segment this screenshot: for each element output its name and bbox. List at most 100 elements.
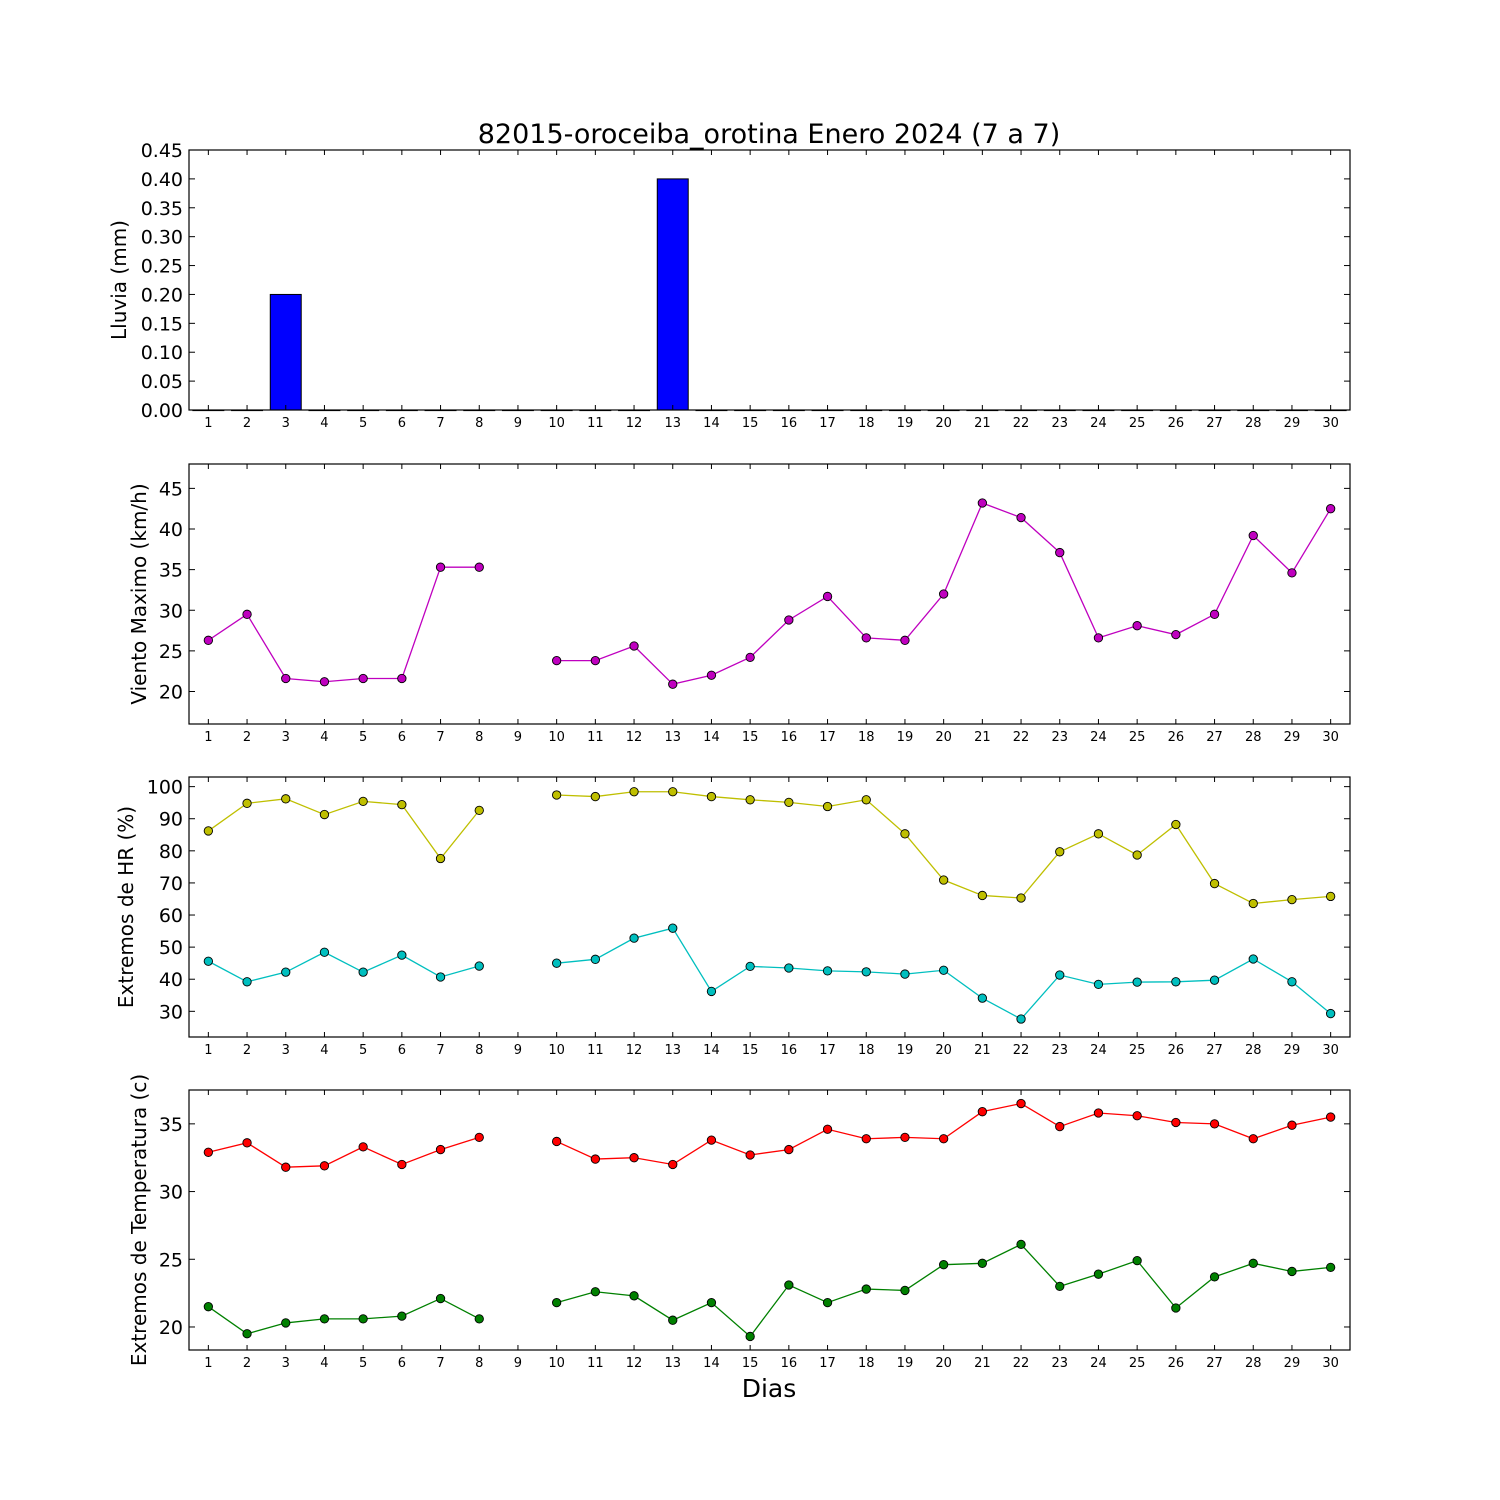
point-day-11 bbox=[590, 954, 600, 964]
x-tick-label: 23 bbox=[1051, 416, 1068, 431]
x-tick-label: 3 bbox=[282, 730, 290, 745]
point-day-26 bbox=[1171, 629, 1181, 640]
y-tick-label: 0.10 bbox=[141, 342, 183, 364]
point-day-15 bbox=[745, 1150, 755, 1160]
point-day-7 bbox=[435, 562, 446, 572]
y-axis-label: Lluvia (mm) bbox=[107, 220, 131, 340]
x-tick-label: 16 bbox=[781, 1356, 798, 1371]
point-day-19 bbox=[900, 1132, 910, 1143]
y-tick-label: 0.40 bbox=[141, 169, 183, 191]
x-tick-label: 18 bbox=[858, 730, 875, 745]
plot-area bbox=[189, 150, 1350, 410]
x-tick-label: 4 bbox=[320, 416, 328, 431]
point-day-1 bbox=[203, 1147, 214, 1157]
x-tick-label: 7 bbox=[436, 416, 444, 431]
x-tick-label: 3 bbox=[282, 1356, 290, 1371]
point-day-15 bbox=[745, 652, 755, 663]
y-tick-label: 35 bbox=[159, 1114, 183, 1136]
x-tick-label: 6 bbox=[398, 416, 406, 431]
point-day-5 bbox=[358, 796, 368, 807]
x-tick-label: 1 bbox=[204, 1043, 212, 1058]
point-day-6 bbox=[397, 950, 407, 960]
y-tick-label: 0.25 bbox=[141, 256, 183, 278]
x-tick-label: 26 bbox=[1168, 416, 1185, 431]
x-tick-label: 21 bbox=[974, 1356, 991, 1371]
x-tick-label: 11 bbox=[587, 1043, 604, 1058]
point-day-8 bbox=[474, 805, 484, 816]
x-tick-label: 20 bbox=[935, 1043, 952, 1058]
point-day-13 bbox=[668, 923, 678, 933]
x-tick-label: 15 bbox=[742, 416, 759, 431]
x-tick-label: 2 bbox=[243, 730, 251, 745]
point-day-10 bbox=[552, 655, 562, 666]
x-tick-label: 7 bbox=[436, 730, 444, 745]
point-day-1 bbox=[203, 635, 214, 645]
y-tick-label: 30 bbox=[159, 1182, 183, 1204]
series-line bbox=[207, 1297, 480, 1335]
x-tick-label: 26 bbox=[1168, 730, 1185, 745]
x-tick-label: 9 bbox=[514, 416, 522, 431]
point-day-20 bbox=[939, 965, 949, 975]
point-day-15 bbox=[745, 1331, 755, 1342]
x-tick-label: 11 bbox=[587, 416, 604, 431]
point-day-19 bbox=[900, 829, 910, 839]
x-tick-label: 6 bbox=[398, 1043, 406, 1058]
panel-humidity: 1 2 3 4 5 6 7 8 9 10 11 12 13 14 15 16 17 18 19 20 21 22 23 24 2… bbox=[114, 776, 1351, 1058]
point-day-3 bbox=[281, 1318, 291, 1328]
point-day-22 bbox=[1016, 1098, 1026, 1109]
point-day-29 bbox=[1287, 568, 1297, 578]
point-day-17 bbox=[822, 1124, 833, 1134]
point-day-14 bbox=[706, 1297, 717, 1308]
y-tick-label: 0.30 bbox=[141, 227, 183, 249]
point-day-7 bbox=[435, 972, 446, 982]
y-axis-label: Viento Maximo (km/h) bbox=[127, 483, 151, 704]
point-day-20 bbox=[939, 589, 949, 599]
point-day-15 bbox=[745, 961, 755, 972]
point-day-25 bbox=[1132, 621, 1142, 631]
point-day-12 bbox=[629, 933, 639, 943]
point-day-30 bbox=[1326, 1008, 1336, 1019]
point-day-24 bbox=[1093, 633, 1104, 643]
y-tick-label: 60 bbox=[159, 905, 183, 927]
point-day-20 bbox=[939, 875, 949, 885]
point-day-25 bbox=[1132, 977, 1142, 987]
x-tick-label: 17 bbox=[819, 1356, 836, 1371]
series-humidity-0 bbox=[203, 787, 1336, 909]
plot-frame bbox=[188, 463, 1351, 725]
series-line bbox=[208, 1136, 480, 1168]
point-day-28 bbox=[1248, 1134, 1258, 1144]
point-day-17 bbox=[822, 966, 833, 976]
y-tick-label: 20 bbox=[159, 682, 183, 704]
x-tick-label: 22 bbox=[1013, 416, 1030, 431]
point-day-24 bbox=[1093, 829, 1104, 839]
y-tick-label: 70 bbox=[159, 873, 183, 895]
point-day-20 bbox=[939, 1260, 949, 1270]
x-tick-label: 17 bbox=[819, 730, 836, 745]
x-tick-label: 4 bbox=[320, 1356, 328, 1371]
x-tick-label: 20 bbox=[935, 730, 952, 745]
point-day-11 bbox=[590, 1154, 600, 1164]
x-tick-label: 24 bbox=[1090, 1043, 1107, 1058]
x-tick-label: 25 bbox=[1129, 1356, 1146, 1371]
point-day-21 bbox=[977, 993, 987, 1003]
point-day-18 bbox=[861, 1134, 871, 1144]
x-tick-label: 30 bbox=[1322, 1043, 1339, 1058]
point-day-8 bbox=[474, 961, 484, 971]
plot-frame bbox=[188, 1089, 1351, 1351]
point-day-13 bbox=[668, 1315, 678, 1325]
panel-wind: 1 2 3 4 5 6 7 8 9 10 11 12 13 14 15 16 17 18 19 20 21 22 23 24 2… bbox=[127, 463, 1351, 745]
point-day-16 bbox=[784, 615, 794, 625]
x-tick-label: 18 bbox=[858, 1043, 875, 1058]
x-tick-label: 9 bbox=[514, 1043, 522, 1058]
x-tick-label: 27 bbox=[1206, 730, 1223, 745]
point-day-24 bbox=[1093, 1108, 1104, 1118]
point-day-2 bbox=[242, 977, 252, 987]
x-tick-label: 23 bbox=[1051, 1356, 1068, 1371]
point-day-22 bbox=[1016, 512, 1026, 523]
point-day-10 bbox=[552, 790, 562, 800]
point-day-24 bbox=[1093, 979, 1104, 990]
x-tick-label: 8 bbox=[475, 1356, 483, 1371]
y-tick-label: 0.20 bbox=[141, 284, 183, 306]
x-tick-label: 12 bbox=[626, 1043, 643, 1058]
point-day-29 bbox=[1287, 1266, 1297, 1277]
